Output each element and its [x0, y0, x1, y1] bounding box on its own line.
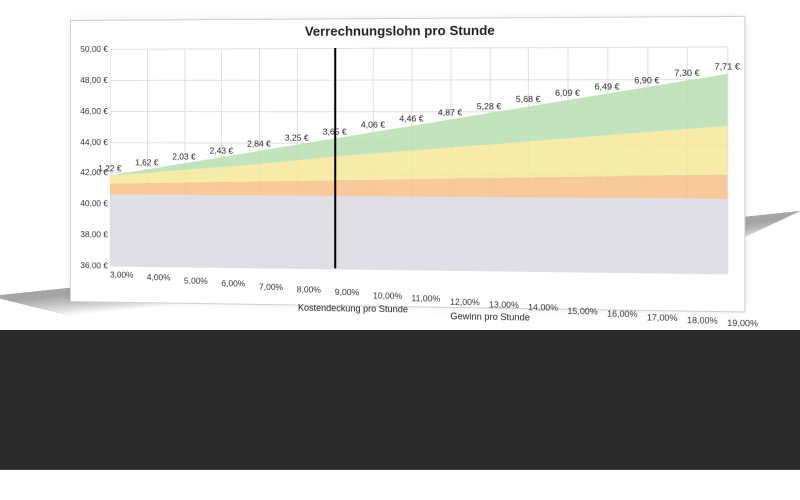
legend-item: Kostendeckung pro Stunde	[298, 302, 408, 314]
data-label: 7,30 €	[674, 68, 699, 79]
data-label: 3,25 €	[285, 132, 309, 142]
scene: 1,22 €1,62 €2,03 €2,43 €2,84 €3,25 €3,65…	[0, 0, 800, 500]
x-tick-label: 15,00%	[567, 305, 597, 316]
x-tick-label: 3,00%	[110, 270, 134, 280]
y-tick-label: 38,00 €	[73, 229, 108, 239]
data-label: 4,87 €	[438, 107, 462, 117]
x-tick-label: 11,00%	[411, 293, 440, 304]
data-label: 2,84 €	[247, 139, 271, 149]
x-tick-label: 19,00%	[727, 318, 758, 329]
x-tick-label: 17,00%	[647, 312, 678, 323]
chart-panel: Verrechnungslohn pro Stunde 1,22 €1,62 €…	[70, 16, 745, 313]
y-tick-label: 36,00 €	[73, 260, 108, 270]
y-tick-label: 40,00 €	[73, 198, 108, 208]
gridline-vertical	[727, 46, 728, 273]
data-label: 3,65 €	[323, 126, 347, 136]
chart-title: Verrechnungslohn pro Stunde	[71, 21, 744, 40]
data-label: 5,28 €	[477, 101, 501, 111]
data-label: 7,71 €	[715, 61, 740, 72]
data-label: 5,68 €	[516, 94, 541, 104]
x-tick-label: 4,00%	[147, 272, 171, 282]
x-tick-label: 10,00%	[373, 290, 402, 301]
data-label: 6,49 €	[595, 81, 620, 91]
marker-vertical-line	[334, 48, 336, 268]
y-tick-label: 48,00 €	[73, 75, 108, 85]
y-tick-label: 44,00 €	[73, 137, 108, 147]
data-label: 4,46 €	[399, 114, 423, 124]
data-label: 6,90 €	[634, 74, 659, 84]
y-tick-label: 42,00 €	[73, 167, 108, 177]
x-tick-label: 7,00%	[259, 281, 283, 291]
data-label: 4,06 €	[361, 120, 385, 130]
chart-plot-area: 1,22 €1,62 €2,03 €2,43 €2,84 €3,25 €3,65…	[110, 46, 727, 273]
x-tick-label: 13,00%	[489, 299, 519, 310]
data-label: 1,62 €	[135, 157, 158, 167]
x-tick-label: 5,00%	[184, 275, 208, 285]
series-band	[110, 194, 727, 273]
x-tick-label: 8,00%	[297, 284, 321, 295]
y-tick-label: 46,00 €	[73, 106, 108, 116]
legend-item: Gewinn pro Stunde	[450, 311, 530, 323]
y-tick-label: 50,00 €	[73, 44, 108, 54]
x-tick-label: 16,00%	[607, 308, 637, 319]
data-label: 2,03 €	[172, 151, 195, 161]
data-label: 2,43 €	[210, 145, 233, 155]
x-tick-label: 6,00%	[221, 278, 245, 288]
floor-shadow	[0, 330, 800, 470]
x-tick-label: 14,00%	[528, 302, 558, 313]
data-label: 6,09 €	[555, 88, 580, 98]
x-tick-label: 12,00%	[450, 296, 480, 307]
x-tick-label: 18,00%	[687, 315, 718, 326]
x-tick-label: 9,00%	[335, 287, 359, 298]
